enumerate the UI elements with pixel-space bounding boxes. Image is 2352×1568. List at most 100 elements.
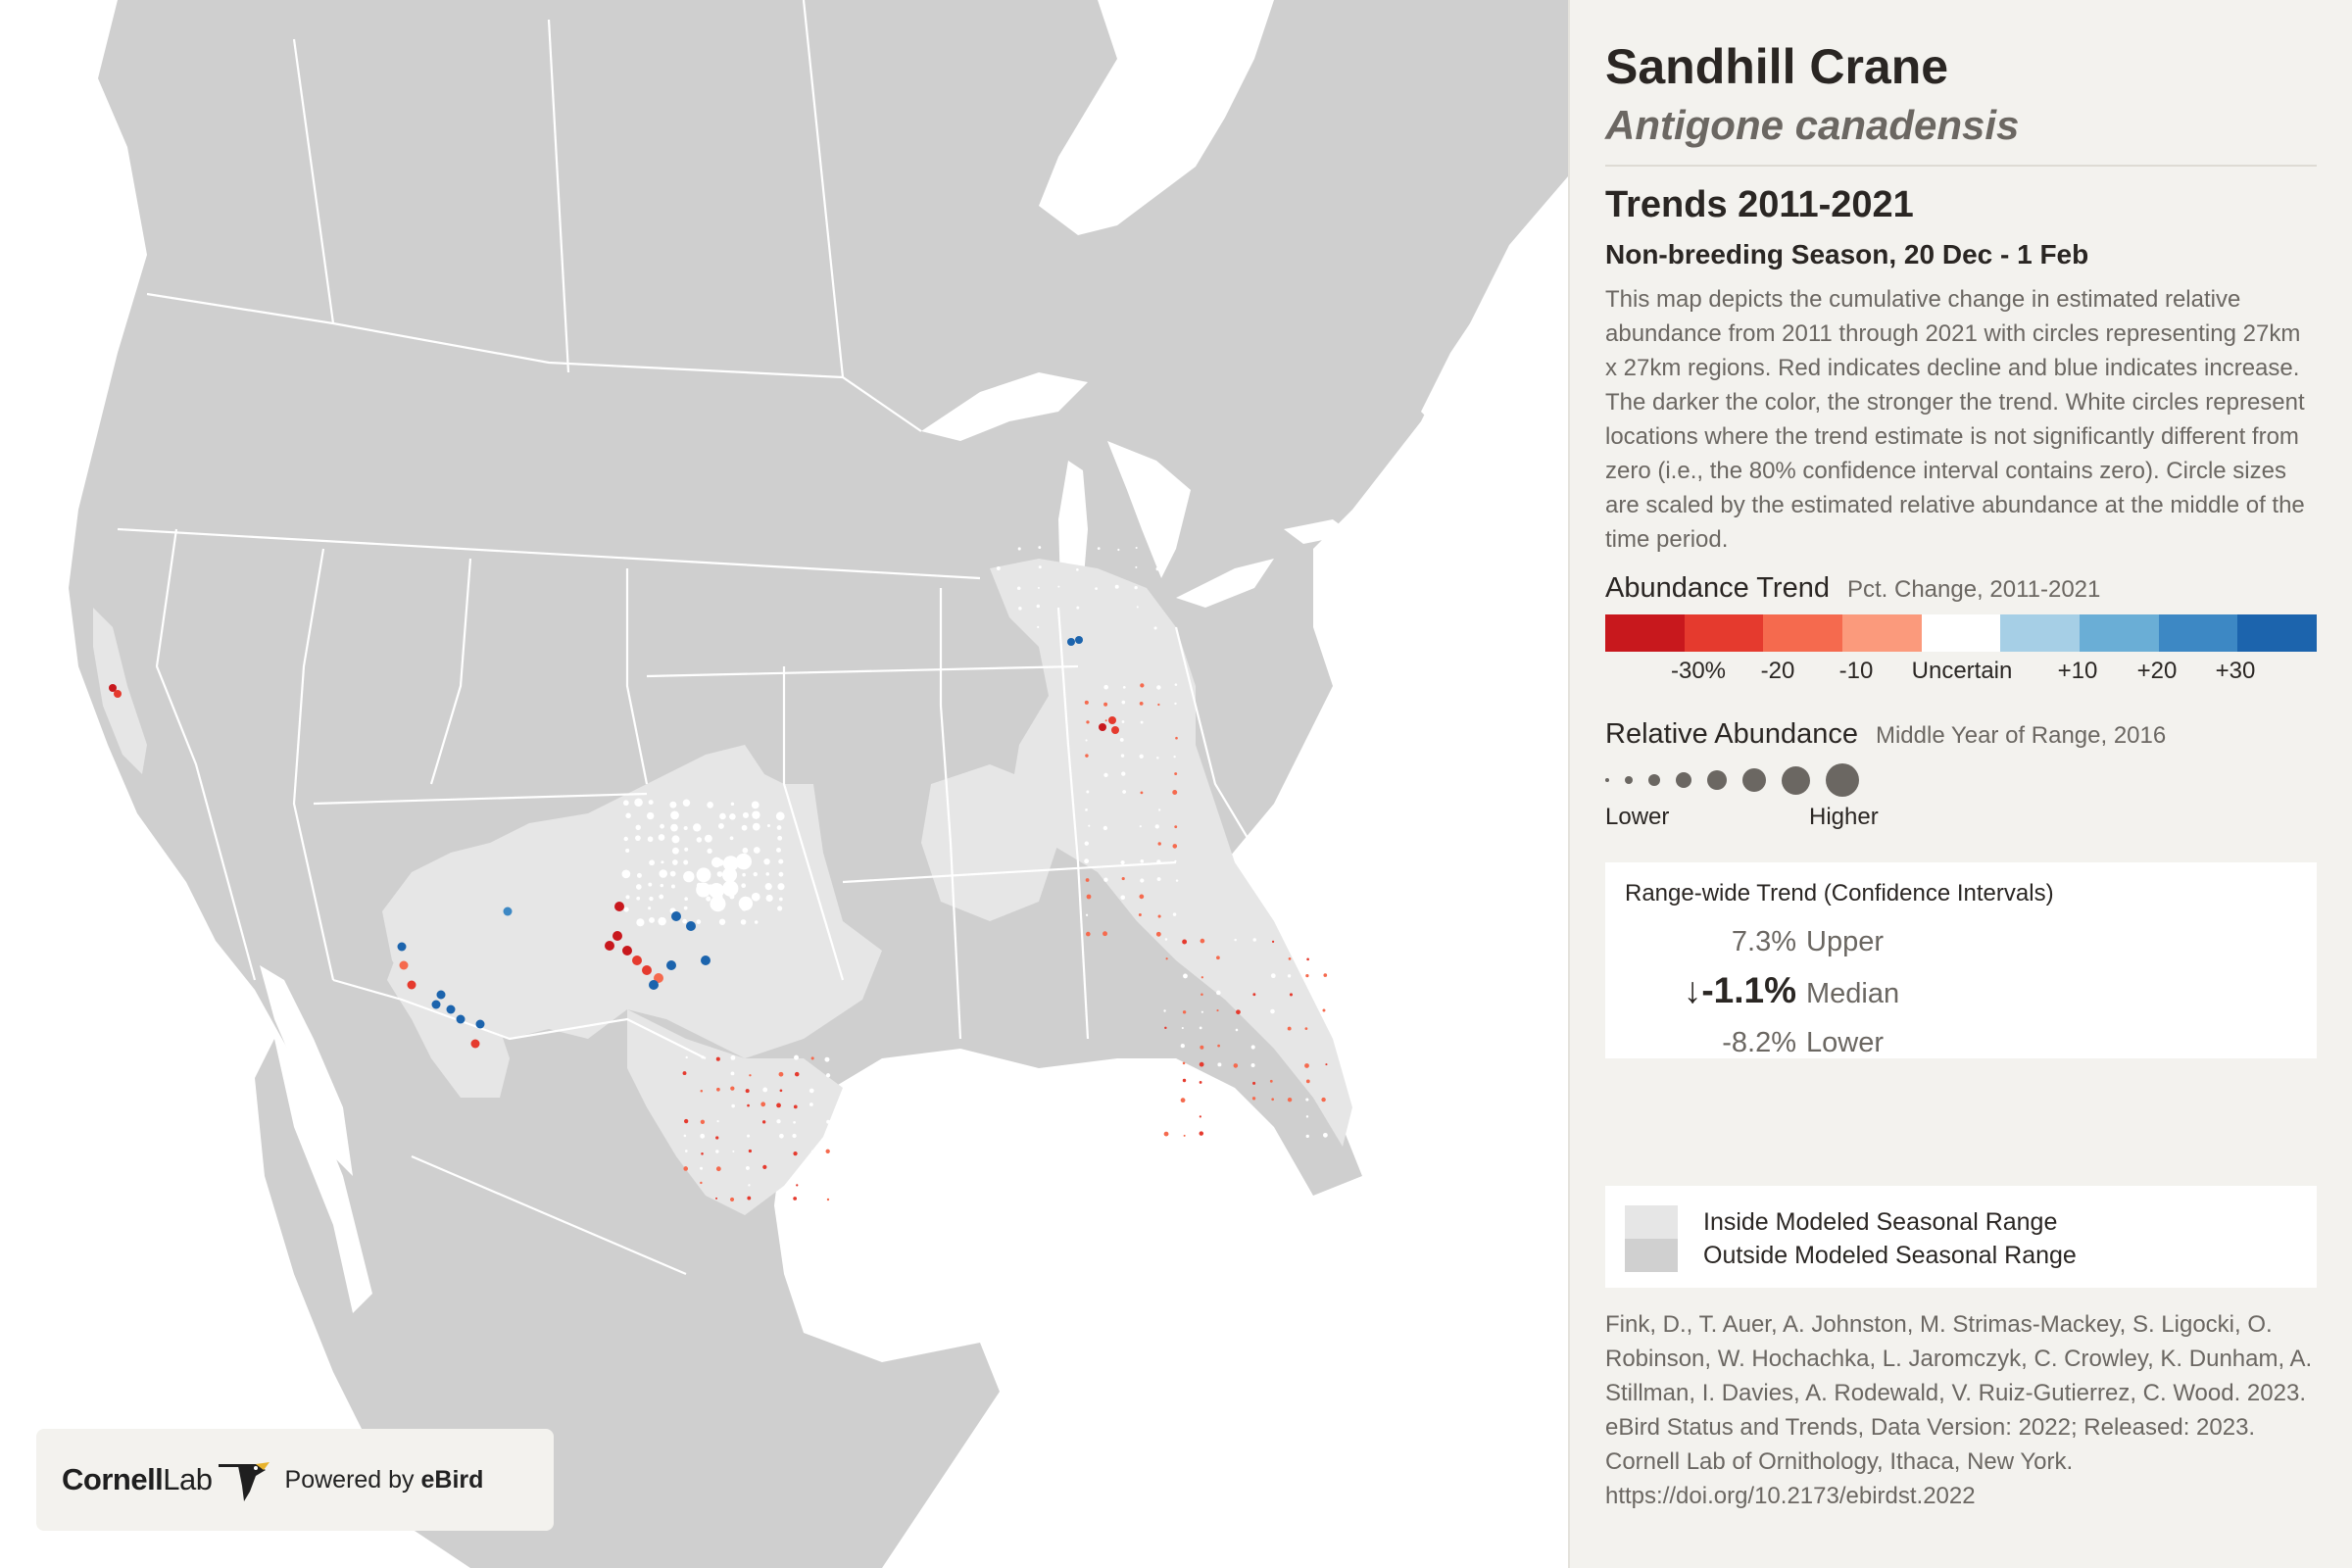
trend-circle <box>715 1056 720 1061</box>
trend-circle <box>729 813 736 820</box>
trend-circle <box>696 867 711 883</box>
trend-circle <box>696 837 703 843</box>
trend-circle <box>1037 625 1040 628</box>
trend-circle <box>1084 858 1090 864</box>
range-wide-lower-value: -8.2% <box>1722 1027 1796 1058</box>
trend-circle <box>1157 914 1161 918</box>
trend-circle <box>1250 1062 1255 1068</box>
trend-map[interactable] <box>0 0 1568 1568</box>
trend-circle <box>647 836 654 843</box>
trend-circle <box>1157 703 1160 707</box>
trend-circle <box>1121 720 1125 723</box>
trend-circle <box>763 858 770 865</box>
trend-circle <box>1135 565 1138 568</box>
trend-circle <box>623 906 629 912</box>
trend-circle <box>700 1119 706 1124</box>
trend-circle <box>1174 702 1177 706</box>
trend-circle <box>715 1136 719 1140</box>
abundance-trend-heading: Abundance Trend <box>1605 572 1830 604</box>
trend-circle <box>747 1103 750 1107</box>
trend-circle <box>824 1056 830 1062</box>
abundance-size-dot <box>1648 774 1660 786</box>
trend-circle <box>778 1071 784 1077</box>
trend-circle <box>649 916 656 923</box>
trend-circle <box>1174 859 1177 862</box>
trend-circle <box>742 872 746 877</box>
trend-circle <box>793 1120 796 1124</box>
trend-circle <box>1252 993 1256 997</box>
trend-circle <box>741 883 747 889</box>
trend-circle <box>1270 1008 1275 1014</box>
trend-circle <box>1155 566 1159 571</box>
trend-circle <box>775 811 785 821</box>
trend-circle <box>642 965 652 975</box>
trend-circle <box>1085 878 1090 882</box>
trend-circle <box>747 1134 751 1138</box>
trend-circle <box>1165 957 1168 960</box>
trend-circle <box>660 823 664 829</box>
trend-circle <box>794 1071 800 1077</box>
trend-circle <box>636 918 645 927</box>
trend-circle <box>682 799 691 807</box>
trend-circle <box>1306 957 1309 961</box>
trend-circle <box>666 960 676 970</box>
trend-circle <box>1119 738 1124 742</box>
trend-circle <box>1140 720 1144 724</box>
trend-circle <box>658 916 666 926</box>
relative-abundance-heading: Relative Abundance <box>1605 718 1858 750</box>
trend-circle <box>701 1055 705 1059</box>
trend-circle <box>1075 636 1083 644</box>
trend-circle <box>1321 1097 1326 1102</box>
abundance-trend-subheading: Pct. Change, 2011-2021 <box>1846 576 2101 603</box>
trend-circle <box>397 942 407 952</box>
relative-abundance-subheading: Middle Year of Range, 2016 <box>1875 722 2167 749</box>
trend-circle <box>475 1019 485 1029</box>
trend-circle <box>1103 684 1108 690</box>
trend-circle <box>649 859 656 866</box>
trend-circle <box>1164 938 1168 941</box>
trend-circle <box>696 882 711 898</box>
trend-circle <box>706 896 711 902</box>
trend-circle <box>779 1133 784 1139</box>
trend-circle <box>1036 604 1041 609</box>
trend-circle <box>825 1073 831 1078</box>
cornell-lab-logo[interactable]: CornellLab Powered by eBird <box>36 1429 554 1531</box>
trend-circle <box>1111 726 1119 734</box>
trend-circle <box>748 1184 751 1187</box>
trend-label-uncertain: Uncertain <box>1911 658 2013 684</box>
trend-circle <box>715 1166 721 1172</box>
trend-ramp-swatch <box>2237 614 2318 652</box>
trend-circle <box>742 811 750 818</box>
inside-range-label: Inside Modeled Seasonal Range <box>1703 1207 2058 1236</box>
trend-circle <box>1271 940 1275 944</box>
trend-circle <box>719 812 726 820</box>
trend-circle <box>1174 772 1178 776</box>
trend-label-minus10: -10 <box>1838 658 1874 684</box>
trend-circle <box>808 1102 813 1106</box>
trend-circle <box>1174 683 1178 686</box>
range-wide-upper-value: 7.3% <box>1731 926 1796 957</box>
trend-circle <box>794 1054 799 1060</box>
trend-circle <box>670 884 675 889</box>
trend-circle <box>1199 1026 1202 1030</box>
trend-circle <box>446 1004 456 1014</box>
trend-circle <box>742 847 749 854</box>
trend-circle <box>1217 1062 1222 1067</box>
season-label: Non-breeding Season, 20 Dec - 1 Feb <box>1605 239 2089 270</box>
trend-circle <box>792 1133 797 1139</box>
trend-circle <box>710 857 722 868</box>
range-wide-trend-title: Range-wide Trend (Confidence Intervals) <box>1625 880 2054 906</box>
trend-circle <box>648 882 653 887</box>
trend-circle <box>729 836 734 841</box>
trend-circle <box>1067 638 1075 646</box>
trend-circle <box>717 823 724 829</box>
trend-circle <box>1085 913 1089 916</box>
trend-circle <box>1199 1115 1201 1118</box>
trend-circle <box>614 902 624 911</box>
trend-circle <box>1102 931 1107 937</box>
trend-circle <box>635 884 642 890</box>
trend-circle <box>1076 568 1079 571</box>
trend-circle <box>754 920 759 924</box>
trend-circle <box>1086 790 1090 794</box>
trend-circle <box>1156 877 1161 882</box>
